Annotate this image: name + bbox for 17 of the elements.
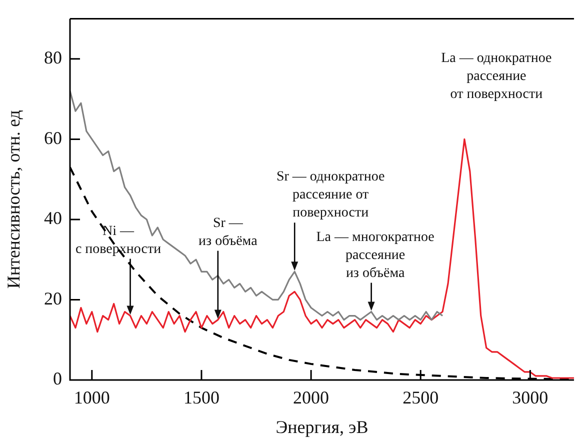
y-tick-label: 20 [44, 288, 62, 308]
y-tick-label: 60 [44, 128, 62, 148]
annotation: Sr — однократное рассеяние от поверхности [276, 170, 385, 221]
annotation: Sr — из объёма [198, 216, 258, 249]
x-tick-label: 2000 [293, 388, 330, 408]
y-tick-label: 80 [44, 48, 62, 68]
annotation: Ni — с поверхности [75, 224, 162, 257]
y-tick-label: 40 [44, 208, 62, 228]
annotation: La — многократное рассеяние из объёма [316, 230, 434, 281]
y-axis-title: Интенсивность, отн. ед [4, 110, 24, 289]
x-tick-label: 3000 [512, 388, 548, 408]
x-axis-title: Энергия, эВ [276, 416, 368, 437]
y-tick-label: 0 [53, 368, 62, 389]
x-tick-label: 1500 [183, 388, 220, 408]
annotation: La — однократное рассеяние от поверхности [441, 51, 552, 102]
x-tick-label: 1000 [74, 388, 110, 408]
x-tick-label: 2500 [402, 388, 439, 408]
